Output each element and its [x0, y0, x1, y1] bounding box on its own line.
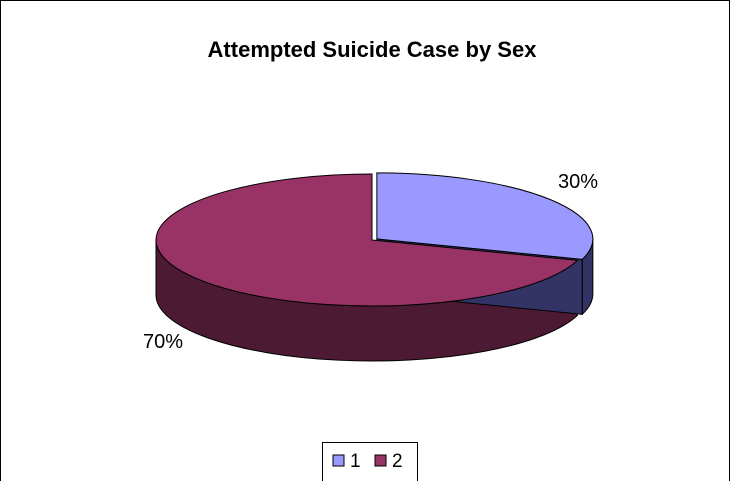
data-labels: 30% 70% [143, 171, 598, 353]
data-label-1: 30% [558, 171, 598, 193]
legend: 1 2 [322, 442, 418, 481]
legend-swatch-1 [332, 454, 345, 467]
legend-label-2: 2 [392, 451, 403, 472]
chart-title: Attempted Suicide Case by Sex [208, 37, 538, 62]
pie-slice-1 [376, 172, 594, 260]
legend-swatch-2 [374, 454, 387, 467]
pie-slice-2 [155, 173, 579, 307]
legend-label-1: 1 [350, 451, 361, 472]
data-label-2: 70% [143, 331, 183, 353]
pie-plot [155, 172, 594, 362]
